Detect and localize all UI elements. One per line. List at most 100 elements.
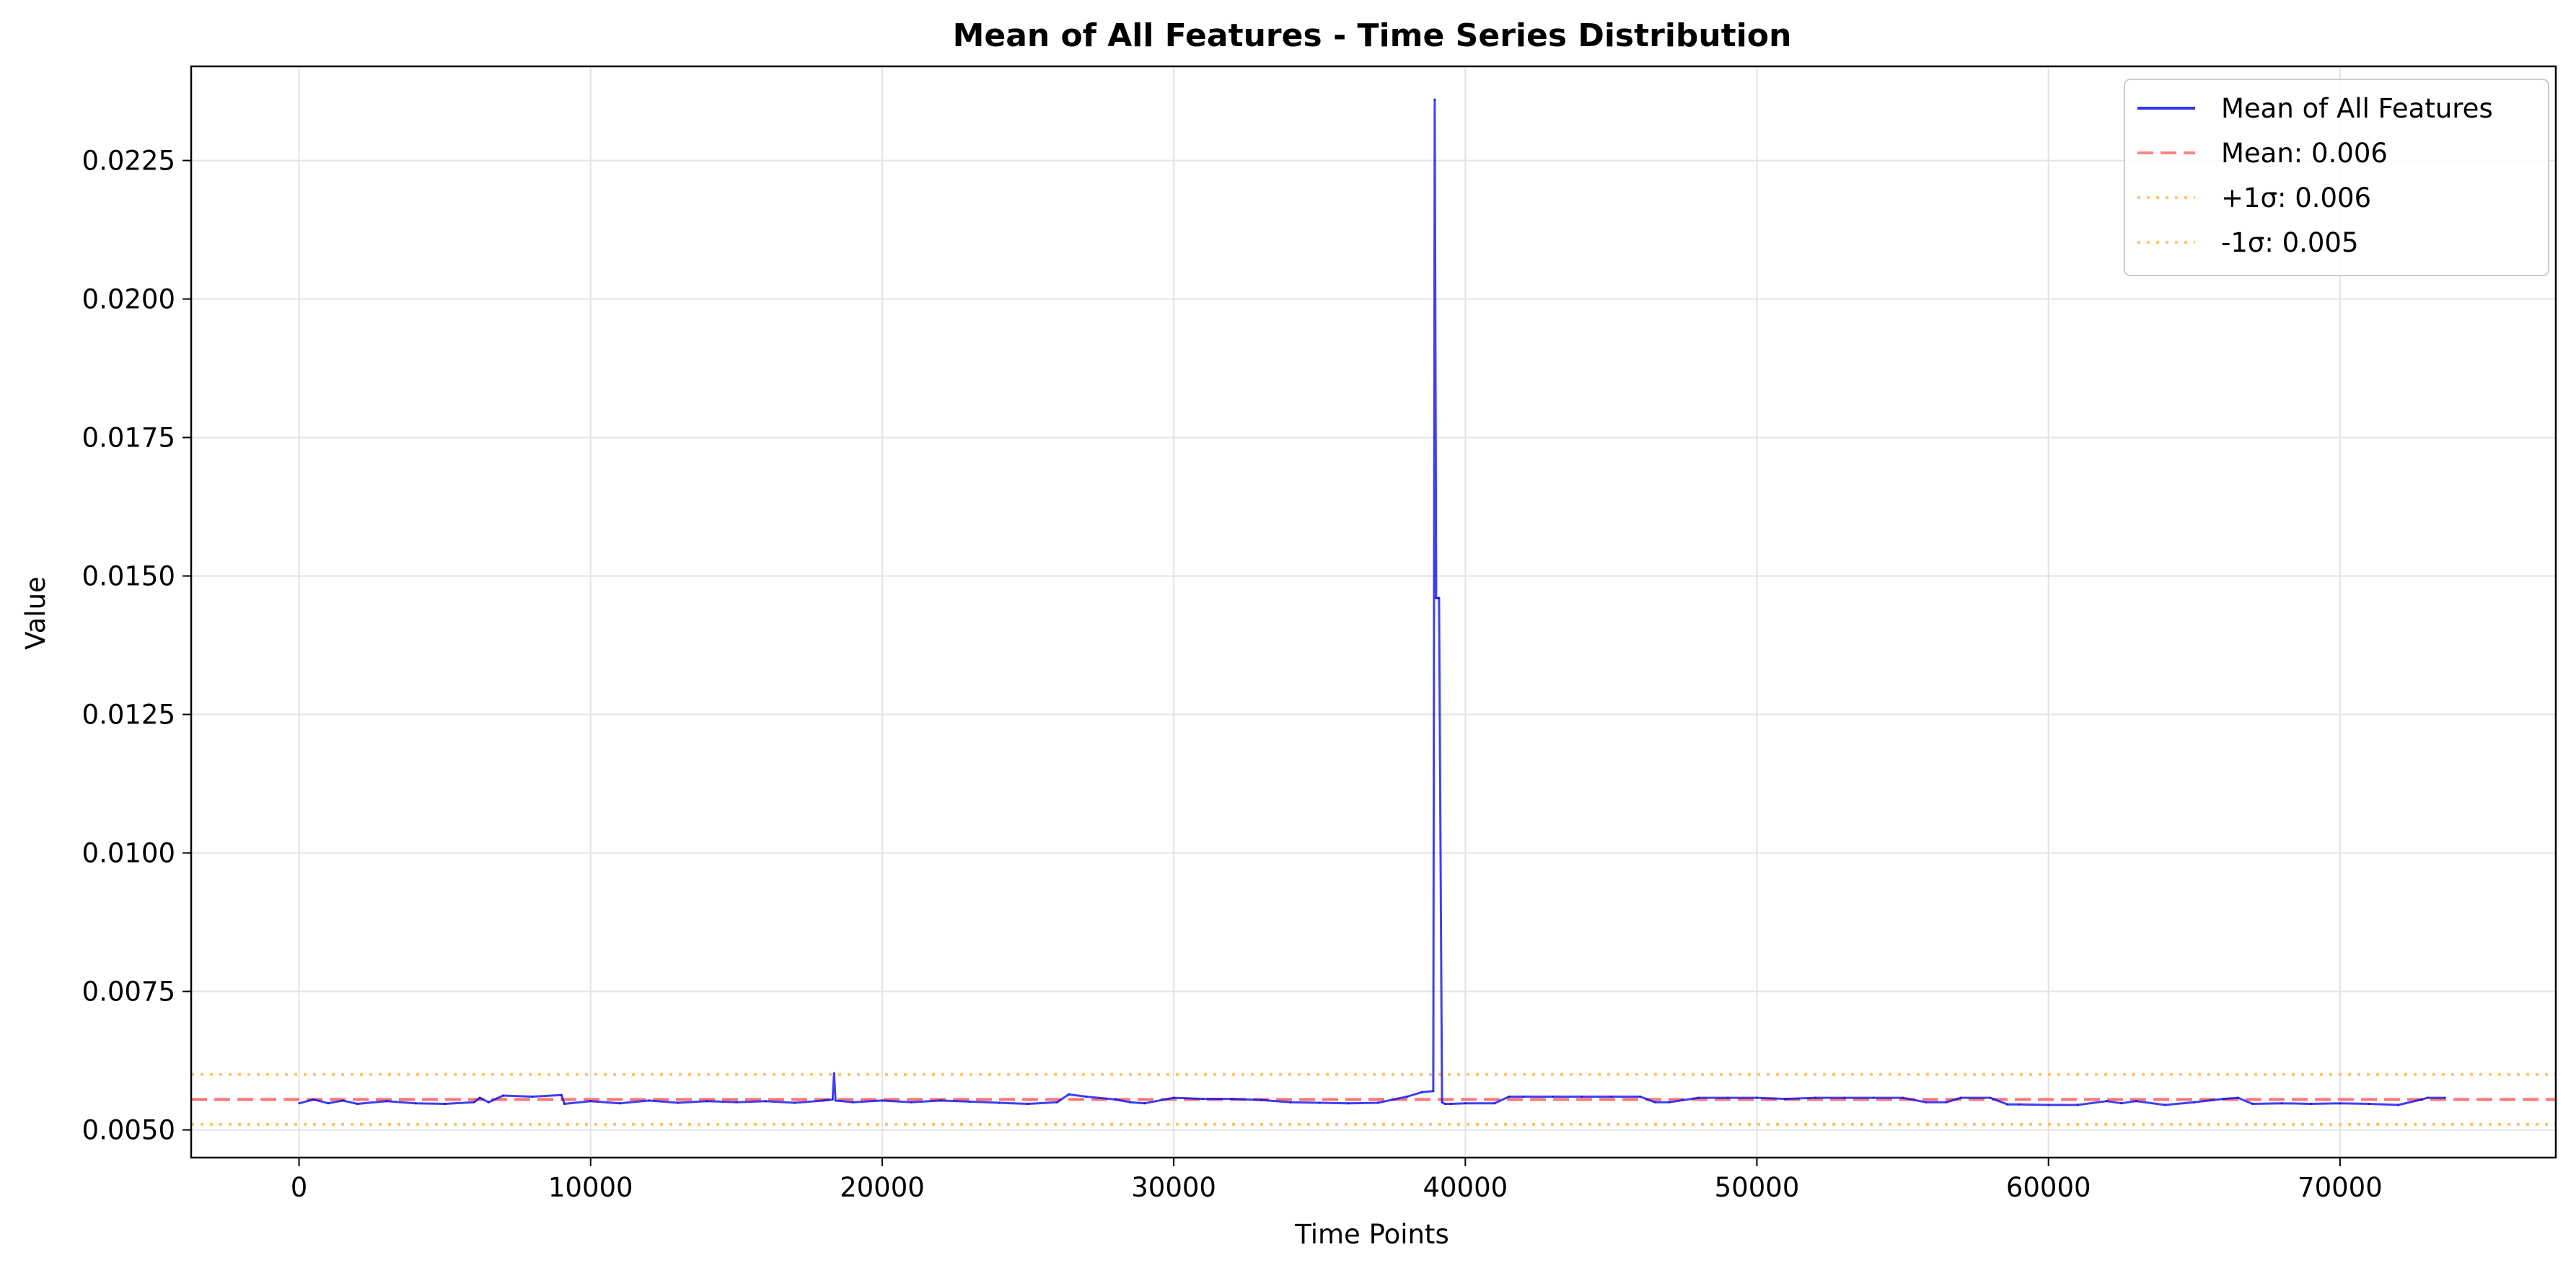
data-point xyxy=(822,1099,825,1102)
data-point xyxy=(968,1100,971,1103)
y-axis-title: Value xyxy=(20,576,51,650)
data-point xyxy=(2163,1104,2166,1106)
data-point xyxy=(1231,1098,1234,1101)
data-point xyxy=(1785,1098,1788,1101)
x-tick-label: 30000 xyxy=(1131,1172,1216,1203)
data-point xyxy=(2368,1103,2370,1106)
data-point xyxy=(2420,1098,2423,1101)
data-point xyxy=(910,1101,913,1104)
data-point xyxy=(1348,1102,1350,1105)
data-point xyxy=(1443,1103,1446,1106)
data-point xyxy=(834,1099,837,1102)
data-point xyxy=(648,1099,651,1102)
x-tick-label: 70000 xyxy=(2298,1172,2383,1203)
data-point xyxy=(1508,1096,1511,1098)
data-point xyxy=(2251,1103,2254,1106)
y-tick-label: 0.0200 xyxy=(82,284,175,315)
data-point xyxy=(1989,1096,1992,1099)
data-point xyxy=(1289,1101,1292,1104)
data-point xyxy=(2106,1100,2109,1103)
data-point xyxy=(312,1098,315,1101)
data-point xyxy=(2006,1103,2009,1106)
data-point xyxy=(2426,1096,2429,1099)
data-point xyxy=(1432,1090,1435,1093)
data-point xyxy=(1202,1098,1205,1101)
data-point xyxy=(881,1099,884,1102)
data-point xyxy=(794,1101,796,1104)
data-point xyxy=(356,1103,359,1106)
data-point xyxy=(501,1094,504,1097)
data-point xyxy=(1143,1102,1146,1105)
data-point xyxy=(1438,596,1441,599)
data-point xyxy=(2193,1101,2196,1104)
data-point xyxy=(2120,1102,2123,1105)
data-point xyxy=(2047,1104,2050,1106)
plot-frame xyxy=(190,65,2557,1159)
data-point xyxy=(852,1101,855,1104)
data-point xyxy=(998,1101,1001,1104)
data-point xyxy=(1697,1096,1700,1099)
data-point xyxy=(385,1100,388,1103)
data-point xyxy=(1449,1103,1452,1106)
data-point xyxy=(1814,1096,1816,1099)
legend-box xyxy=(2124,79,2549,276)
data-point xyxy=(1902,1096,1904,1099)
data-point xyxy=(1843,1096,1846,1099)
x-tick-label: 60000 xyxy=(2006,1172,2091,1203)
data-point xyxy=(444,1103,447,1106)
data-point xyxy=(298,1102,301,1105)
data-point xyxy=(2280,1102,2283,1105)
data-point xyxy=(832,1072,835,1075)
y-tick-label: 0.0125 xyxy=(82,700,175,731)
data-point xyxy=(939,1099,942,1102)
data-point xyxy=(1128,1101,1131,1104)
data-point xyxy=(1464,1102,1467,1105)
x-tick-label: 50000 xyxy=(1715,1172,1800,1203)
data-point xyxy=(2135,1100,2137,1103)
y-tick-label: 0.0225 xyxy=(82,146,175,177)
data-point xyxy=(560,1093,563,1096)
data-point xyxy=(831,1098,834,1101)
data-point xyxy=(2222,1098,2225,1101)
data-point xyxy=(764,1100,767,1103)
y-tick-label: 0.0100 xyxy=(82,838,175,869)
data-point xyxy=(1609,1096,1612,1098)
data-point xyxy=(1405,1096,1408,1098)
data-point xyxy=(1552,1096,1555,1098)
data-point xyxy=(472,1101,475,1104)
x-tick-label: 20000 xyxy=(840,1172,925,1203)
data-point xyxy=(1726,1096,1729,1099)
data-point xyxy=(2339,1102,2342,1105)
data-point xyxy=(1260,1098,1262,1101)
data-point xyxy=(2309,1103,2312,1106)
x-axis-title: Time Points xyxy=(1294,1219,1449,1250)
reference-lines xyxy=(191,1072,2556,1126)
data-point xyxy=(1055,1101,1058,1104)
data-point xyxy=(1872,1096,1875,1099)
data-point xyxy=(1376,1101,1379,1104)
data-point xyxy=(1668,1101,1671,1104)
data-point xyxy=(2443,1096,2446,1099)
data-point xyxy=(563,1103,566,1106)
data-point xyxy=(1945,1101,1948,1104)
data-point xyxy=(1085,1096,1088,1098)
data-point xyxy=(589,1100,592,1103)
data-point xyxy=(705,1100,708,1103)
y-tick-label: 0.0050 xyxy=(82,1115,175,1146)
x-tick-label: 0 xyxy=(291,1172,308,1203)
data-point xyxy=(1027,1103,1029,1106)
data-point xyxy=(531,1096,534,1098)
data-point xyxy=(1441,1101,1443,1104)
data-point xyxy=(1653,1101,1656,1104)
data-point xyxy=(1114,1098,1117,1101)
chart-title: Mean of All Features - Time Series Distr… xyxy=(953,17,1792,54)
data-point xyxy=(1581,1096,1583,1098)
data-point xyxy=(2397,1104,2400,1106)
y-axis: 0.0050 0.0075 0.0100 0.0125 0.0150 0.0175 0.02… xyxy=(82,146,191,1146)
data-point xyxy=(2236,1096,2239,1099)
legend-label: Mean: 0.006 xyxy=(2221,138,2388,169)
series-layer xyxy=(298,98,2446,1106)
y-tick-label: 0.0075 xyxy=(82,977,175,1008)
legend-label: Mean of All Features xyxy=(2221,93,2493,124)
